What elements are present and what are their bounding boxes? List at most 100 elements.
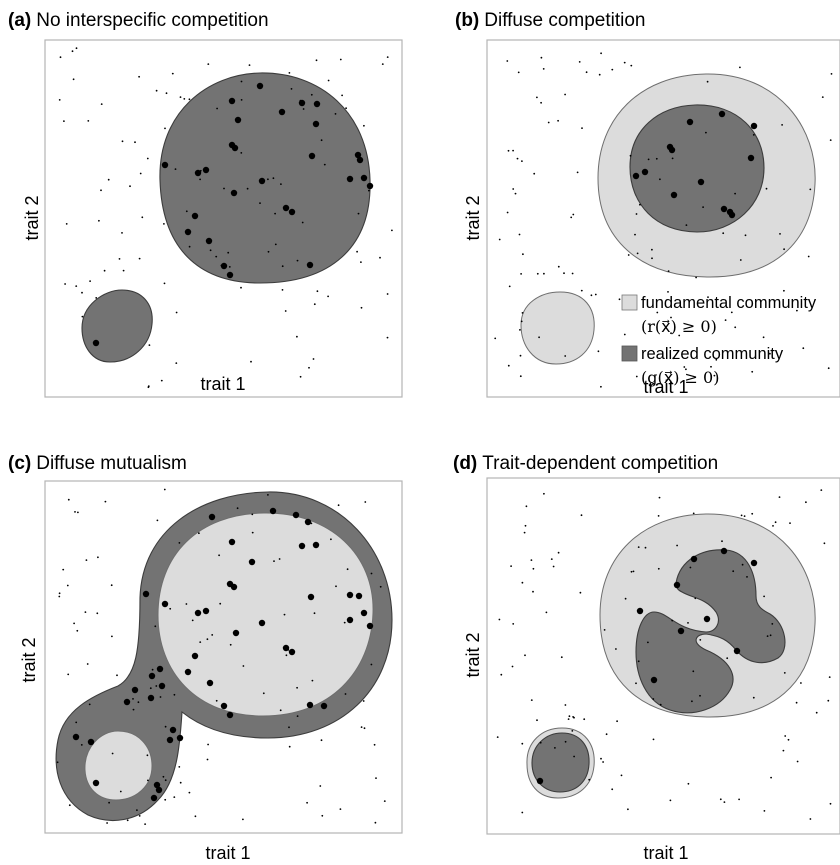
species-point-small bbox=[746, 576, 748, 578]
species-point-small bbox=[500, 673, 503, 676]
species-point-small bbox=[185, 210, 188, 213]
species-point-small bbox=[96, 612, 99, 615]
species-point-small bbox=[557, 119, 559, 122]
species-point-small bbox=[726, 657, 729, 660]
species-point-present bbox=[641, 168, 649, 176]
legend-fundamental-condition: (r(x⃗) ≥ 0) bbox=[641, 317, 717, 336]
species-point-small bbox=[572, 716, 574, 718]
species-point-small bbox=[636, 252, 639, 255]
species-point-small bbox=[769, 352, 771, 355]
species-point-small bbox=[752, 696, 755, 699]
species-point-small bbox=[339, 58, 342, 61]
panel-c-y-axis-label: trait 2 bbox=[19, 637, 39, 682]
species-point-present bbox=[728, 211, 736, 219]
species-point-small bbox=[542, 68, 545, 70]
species-point-small bbox=[165, 92, 168, 95]
species-point-small bbox=[623, 333, 626, 336]
legend-realized-condition: (g(x⃗) ≥ 0) bbox=[641, 368, 719, 387]
species-point-small bbox=[699, 694, 701, 697]
panel-c-fundamental-region-large bbox=[157, 512, 374, 717]
species-point-small bbox=[251, 531, 254, 534]
species-point-small bbox=[251, 513, 254, 516]
species-point-small bbox=[65, 223, 68, 225]
species-point-small bbox=[229, 643, 232, 646]
species-point-small bbox=[581, 127, 583, 129]
species-point-small bbox=[605, 733, 608, 736]
species-point-small bbox=[533, 172, 536, 175]
species-point-small bbox=[564, 740, 567, 743]
species-point-small bbox=[56, 761, 59, 764]
species-point-small bbox=[146, 754, 149, 757]
species-point-present bbox=[232, 629, 240, 637]
species-point-small bbox=[659, 178, 661, 181]
species-point-present bbox=[208, 513, 216, 521]
species-point-small bbox=[206, 758, 209, 761]
species-point-small bbox=[635, 213, 638, 215]
species-point-small bbox=[637, 546, 640, 548]
species-point-small bbox=[343, 621, 346, 624]
species-point-small bbox=[285, 654, 288, 657]
species-point-small bbox=[283, 613, 286, 616]
species-point-small bbox=[119, 790, 122, 793]
species-point-small bbox=[715, 358, 718, 361]
species-point-small bbox=[667, 291, 669, 293]
species-point-small bbox=[160, 379, 163, 382]
species-point-small bbox=[706, 80, 709, 83]
species-point-small bbox=[520, 273, 522, 275]
species-point-small bbox=[368, 189, 370, 192]
species-point-small bbox=[345, 107, 347, 110]
species-point-present bbox=[92, 779, 100, 787]
species-point-small bbox=[667, 270, 670, 272]
species-point-small bbox=[267, 178, 269, 181]
species-point-small bbox=[671, 157, 674, 160]
species-point-small bbox=[319, 785, 322, 787]
species-point-small bbox=[379, 256, 381, 259]
species-point-present bbox=[288, 208, 296, 216]
species-point-small bbox=[64, 283, 66, 285]
species-point-small bbox=[564, 704, 567, 706]
species-point-small bbox=[520, 320, 523, 323]
species-point-small bbox=[545, 611, 548, 614]
species-point-small bbox=[611, 788, 614, 791]
species-point-small bbox=[97, 556, 99, 559]
species-point-small bbox=[615, 648, 617, 650]
species-point-small bbox=[138, 815, 141, 817]
species-point-small bbox=[815, 711, 818, 714]
species-point-small bbox=[259, 202, 261, 205]
panel-c-title: (c) Diffuse mutualism bbox=[8, 453, 187, 474]
species-point-small bbox=[164, 127, 166, 130]
species-point-small bbox=[796, 309, 798, 312]
species-point-small bbox=[95, 297, 98, 299]
species-point-small bbox=[375, 777, 377, 779]
species-point-small bbox=[507, 149, 510, 152]
species-point-present bbox=[230, 583, 238, 591]
species-point-small bbox=[779, 233, 781, 235]
species-point-small bbox=[278, 558, 281, 560]
species-point-small bbox=[518, 233, 521, 236]
species-point-small bbox=[532, 590, 534, 593]
species-point-small bbox=[588, 778, 591, 781]
species-point-present bbox=[288, 648, 296, 656]
species-point-small bbox=[521, 581, 524, 584]
species-point-small bbox=[525, 505, 528, 508]
species-point-small bbox=[357, 212, 360, 215]
species-point-small bbox=[512, 149, 514, 152]
species-point-small bbox=[179, 96, 182, 98]
species-point-small bbox=[635, 682, 637, 685]
species-point-small bbox=[782, 749, 785, 752]
species-point-present bbox=[205, 237, 213, 245]
species-point-present bbox=[636, 607, 644, 615]
species-point-small bbox=[647, 158, 650, 161]
species-point-small bbox=[386, 336, 389, 339]
species-point-small bbox=[122, 269, 125, 272]
species-point-small bbox=[543, 492, 545, 495]
species-point-small bbox=[250, 360, 252, 363]
species-point-small bbox=[719, 798, 722, 801]
species-point-small bbox=[635, 375, 638, 378]
species-point-present bbox=[155, 786, 163, 794]
species-point-small bbox=[360, 726, 363, 728]
species-point-small bbox=[571, 272, 574, 275]
species-point-small bbox=[148, 344, 151, 346]
species-point-present bbox=[650, 676, 658, 684]
species-point-small bbox=[644, 546, 647, 549]
